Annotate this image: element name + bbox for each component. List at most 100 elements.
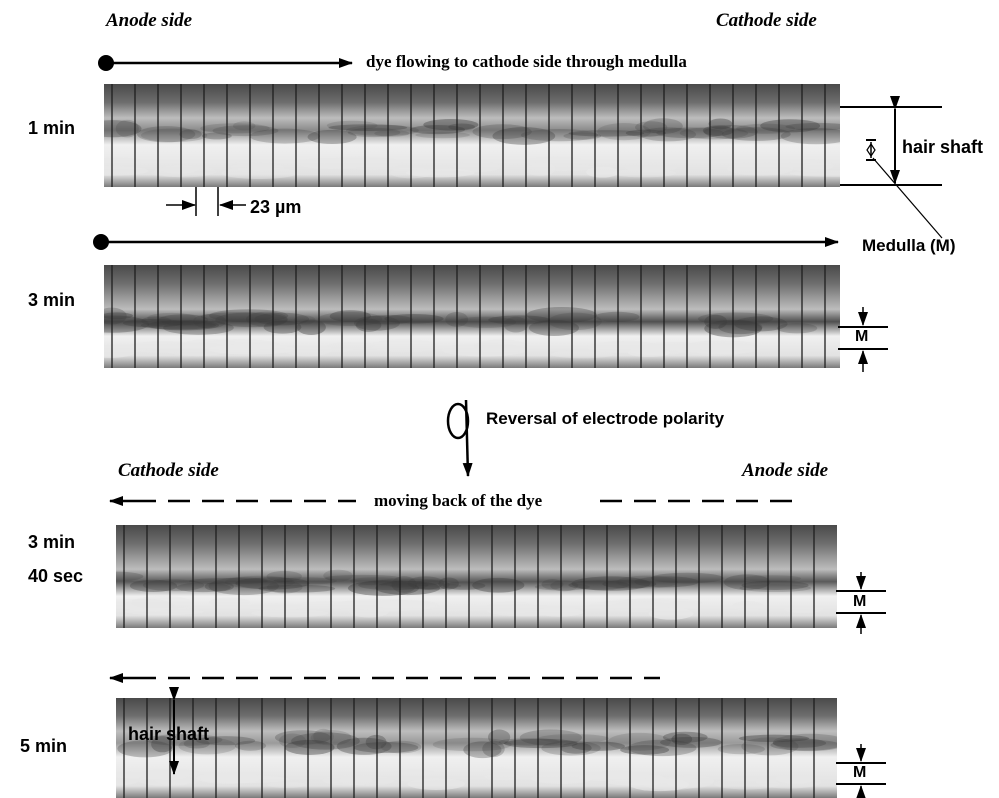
cortex-highlight <box>474 339 528 353</box>
medulla-blotch <box>625 129 666 137</box>
medulla-blotch <box>741 580 809 591</box>
medulla-blotch <box>407 576 445 590</box>
medulla-blotch <box>273 577 337 585</box>
medulla-blotch <box>643 118 683 134</box>
cortex-highlight <box>425 604 501 612</box>
medulla-blotch <box>307 129 357 145</box>
medulla-blotch <box>188 578 269 585</box>
cortex-highlight <box>604 598 676 607</box>
cortex-highlight <box>612 168 677 178</box>
time-label-1: 1 min <box>28 118 76 138</box>
medulla-blotch <box>258 584 336 593</box>
medulla-blotch <box>785 122 840 131</box>
medulla-blotch <box>534 583 590 591</box>
medulla-blotch <box>147 320 220 331</box>
medulla-blotch <box>568 130 645 137</box>
medulla-blotch <box>594 311 640 322</box>
medulla-label: Medulla (M) <box>862 236 956 255</box>
medulla-blotch <box>200 123 270 134</box>
back-caption: moving back of the dye <box>370 491 547 511</box>
medulla-blotch <box>122 318 183 328</box>
micrograph-5min <box>116 698 837 798</box>
anode-side-label-bottom: Anode side <box>742 460 829 481</box>
medulla-blotch <box>347 580 420 596</box>
anode-side-label-top: Anode side <box>106 10 193 31</box>
medulla-blotch <box>193 314 227 329</box>
medulla-blotch <box>350 577 403 586</box>
medulla-blotch <box>104 307 127 325</box>
medulla-short-label-2: M <box>855 328 869 345</box>
medulla-blotch <box>225 575 295 589</box>
medulla-blotch <box>347 127 401 138</box>
cortex-highlight <box>527 164 599 171</box>
medulla-blotch <box>201 132 232 140</box>
cortex-highlight <box>682 343 760 354</box>
hair-shaft-bracket <box>840 96 942 186</box>
medulla-blotch <box>142 579 205 592</box>
cortex-highlight <box>251 609 329 618</box>
reversal-symbol <box>446 399 473 477</box>
medulla-blotch <box>438 577 459 590</box>
medulla-blotch <box>563 132 602 140</box>
medulla-blotch <box>176 582 231 593</box>
micrograph-3min40sec-svg <box>116 525 837 628</box>
medulla-blotch <box>355 318 382 332</box>
cortex-highlight <box>775 773 817 784</box>
medulla-blotch <box>380 740 422 754</box>
medulla-blotch <box>208 577 279 596</box>
medulla-blotch <box>487 729 511 745</box>
micrograph-3min-svg <box>104 265 840 368</box>
medulla-blotch <box>235 740 267 751</box>
medulla-blotch <box>635 121 668 134</box>
cortex-highlight <box>104 165 149 176</box>
cortex-highlight <box>666 600 699 610</box>
micrograph-1min-svg <box>104 84 840 187</box>
medulla-blotch <box>117 740 173 758</box>
medulla-blotch <box>662 731 708 743</box>
medulla-blotch <box>116 571 144 582</box>
cortex-highlight <box>116 773 140 786</box>
medulla-short-label-3: M <box>853 593 867 610</box>
medulla-blotch <box>741 737 799 756</box>
cortex-highlight <box>322 775 374 786</box>
cortex-highlight <box>524 162 556 176</box>
medulla-blotch <box>472 577 525 593</box>
medulla-blotch <box>442 581 486 590</box>
medulla-blotch <box>104 120 142 138</box>
medulla-blotch <box>104 315 150 333</box>
medulla-blotch <box>455 316 517 328</box>
cortex-highlight <box>200 775 290 784</box>
medulla-blotch <box>718 320 763 335</box>
medulla-blotch <box>141 316 172 326</box>
medulla-blotch <box>147 312 197 323</box>
medulla-blotch <box>318 311 383 327</box>
medulla-blotch <box>209 309 289 323</box>
cortex-highlight <box>369 339 440 353</box>
cortex-highlight <box>586 166 619 178</box>
medulla-blotch <box>504 738 578 749</box>
cortex-highlight <box>441 343 527 357</box>
micrograph-5min-svg <box>116 698 837 798</box>
medulla-blotch <box>739 584 812 592</box>
medulla-blotch <box>697 312 774 326</box>
medulla-blotch <box>384 314 444 324</box>
medulla-blotch <box>313 728 334 745</box>
reversal-caption: Reversal of electrode polarity <box>486 409 725 428</box>
hair-shaft-label-5min: hair shaft <box>128 724 210 744</box>
medulla-blotch <box>353 742 419 753</box>
medulla-blotch <box>736 123 796 134</box>
medulla-blotch <box>597 123 651 141</box>
cortex-highlight <box>123 598 172 612</box>
medulla-blotch <box>140 321 216 330</box>
cortex-highlight <box>484 774 521 781</box>
cortex-highlight <box>787 159 834 172</box>
cortex-highlight <box>615 598 703 608</box>
cortex-highlight <box>783 605 824 613</box>
micrograph-3min <box>104 265 840 368</box>
cortex-highlight <box>731 601 765 611</box>
medulla-blotch <box>639 127 697 142</box>
cortex-highlight <box>160 164 198 174</box>
medulla-blotch <box>179 129 202 140</box>
medulla-blotch <box>743 575 802 582</box>
cortex-highlight <box>627 348 670 357</box>
